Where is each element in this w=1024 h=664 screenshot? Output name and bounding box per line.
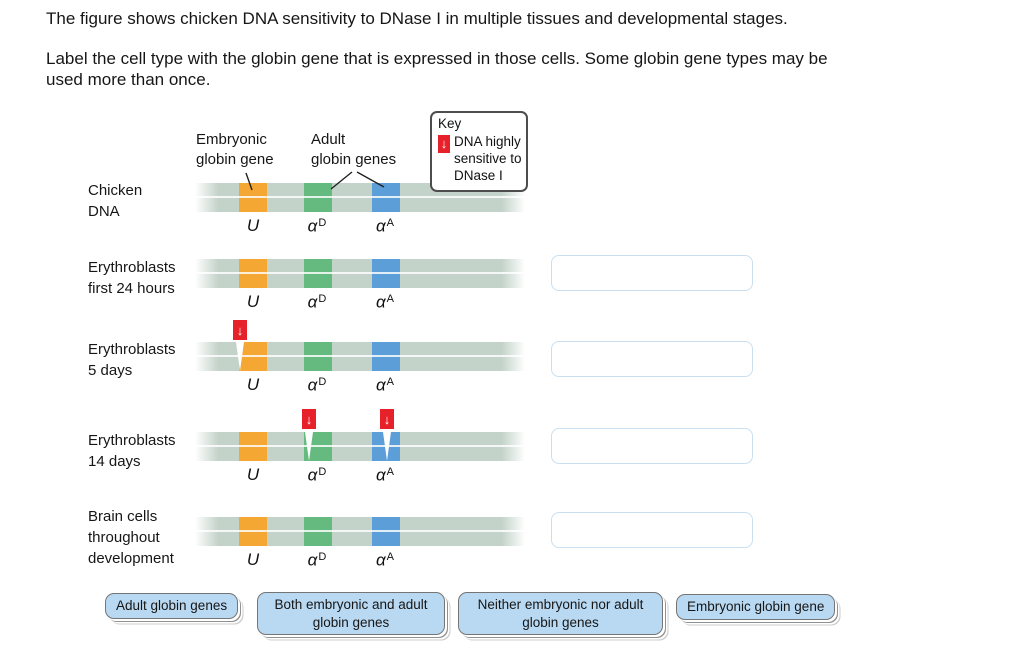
key-entry: ↓ DNA highly sensitive to DNase I: [438, 134, 522, 185]
dna-bar-erythroblasts-14d: [195, 432, 525, 461]
gene-labels-row: U αD αA: [195, 550, 525, 576]
bar-midline: [195, 445, 525, 447]
dna-bar-brain-cells: [195, 517, 525, 546]
dnase-hypersensitive-notch: [383, 432, 391, 461]
row-label-brain-cells: Brain cells throughout development: [88, 508, 174, 567]
bar-midline: [195, 196, 525, 198]
key-box: Key ↓ DNA highly sensitive to DNase I: [430, 111, 528, 192]
gene-label-alpha-d: αD: [307, 375, 327, 395]
bar-midline: [195, 530, 525, 532]
row-label-erythroblasts-5d: Erythroblasts 5 days: [88, 341, 176, 379]
key-description: DNA highly sensitive to DNase I: [454, 133, 522, 183]
row-label-erythroblasts-24h: Erythroblasts first 24 hours: [88, 259, 176, 297]
answer-dropzone-brain-cells[interactable]: [551, 512, 753, 548]
choice-chip-adult-globin-genes[interactable]: Adult globin genes: [105, 593, 239, 619]
gene-label-alpha-d: αD: [307, 216, 327, 236]
choice-chip-neither-embryonic-nor-adult[interactable]: Neither embryonic nor adult globin genes: [458, 592, 663, 636]
gene-label-alpha-a: αA: [375, 216, 395, 236]
answer-dropzone-erythroblasts-24h[interactable]: [551, 255, 753, 291]
gene-labels-row: U αD αA: [195, 375, 525, 401]
gene-labels-row: U αD αA: [195, 216, 525, 242]
gene-label-alpha-a: αA: [375, 465, 395, 485]
answer-dropzone-erythroblasts-5d[interactable]: [551, 341, 753, 377]
choice-chip-both-embryonic-and-adult[interactable]: Both embryonic and adult globin genes: [257, 592, 445, 636]
dnase-sensitive-arrow-icon: ↓: [302, 409, 316, 429]
gene-label-u: U: [246, 550, 260, 569]
adult-globin-genes-label: Adult globin genes: [311, 131, 397, 168]
gene-label-alpha-a: αA: [375, 550, 395, 570]
bar-midline: [195, 272, 525, 274]
gene-label-alpha-d: αD: [307, 550, 327, 570]
instruction-line-3: used more than once.: [46, 70, 211, 89]
instruction-line-2: Label the cell type with the globin gene…: [46, 49, 828, 68]
dnase-sensitive-arrow-icon: ↓: [380, 409, 394, 429]
embryonic-globin-gene-label: Embryonic globin gene: [196, 131, 274, 168]
gene-labels-row: U αD αA: [195, 292, 525, 318]
dnase-hypersensitive-notch: [305, 432, 313, 461]
key-title: Key: [438, 116, 462, 131]
choice-chip-embryonic-globin-gene[interactable]: Embryonic globin gene: [676, 594, 836, 620]
dna-bar-erythroblasts-5d: [195, 342, 525, 371]
dnase-sensitive-arrow-icon: ↓: [233, 320, 247, 340]
gene-label-u: U: [246, 375, 260, 394]
row-label-erythroblasts-14d: Erythroblasts 14 days: [88, 432, 176, 470]
gene-label-alpha-d: αD: [307, 292, 327, 312]
instruction-line-1: The figure shows chicken DNA sensitivity…: [46, 9, 788, 28]
row-label-chicken-dna: Chicken DNA: [88, 182, 143, 220]
gene-label-alpha-d: αD: [307, 465, 327, 485]
answer-dropzone-erythroblasts-14d[interactable]: [551, 428, 753, 464]
gene-labels-row: U αD αA: [195, 465, 525, 491]
gene-label-alpha-a: αA: [375, 292, 395, 312]
gene-label-u: U: [246, 292, 260, 311]
dna-bar-erythroblasts-24h: [195, 259, 525, 288]
dnase-hypersensitive-notch: [236, 342, 244, 371]
gene-label-u: U: [246, 216, 260, 235]
gene-label-alpha-a: αA: [375, 375, 395, 395]
bar-midline: [195, 355, 525, 357]
gene-label-u: U: [246, 465, 260, 484]
dnase-sensitive-arrow-icon: ↓: [438, 134, 450, 153]
